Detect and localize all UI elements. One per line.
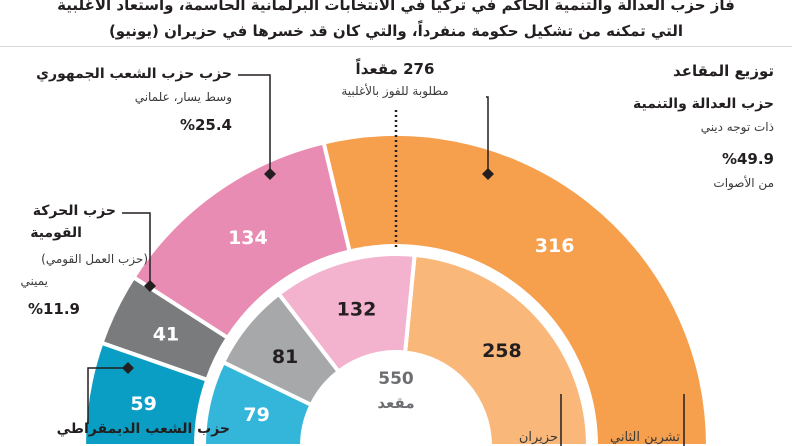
akp-vote-pct: %49.9 (721, 150, 774, 168)
headline-line-1: فاز حزب العدالة والتنمية الحاكم في تركيا… (57, 0, 735, 14)
headline: فاز حزب العدالة والتنمية الحاكم في تركيا… (0, 0, 792, 44)
total-seats-value: 550 (378, 369, 414, 389)
hdp-name: حزب الشعب الديمقراطي (56, 421, 230, 437)
june-segment-hdp (201, 359, 315, 446)
mhp-desc: (حزب العمل القومي) (41, 252, 148, 266)
chp-name: حزب حزب الشعب الجمهوري (36, 66, 232, 82)
november-label: تشرين الثاني (610, 430, 680, 445)
mhp-name-line2: القومية (30, 225, 82, 241)
akp-callout-line (486, 96, 489, 174)
headline-divider (0, 46, 792, 47)
chp-callout-marker (264, 168, 276, 180)
chp-desc: وسط يسار، علماني (134, 90, 232, 104)
june-segment-akp (402, 252, 591, 446)
november-seats-mhp: 41 (153, 324, 179, 346)
hdp-callout-marker (122, 362, 134, 374)
june-seats-akp: 258 (482, 340, 522, 362)
seat-distribution-title: توزيع المقاعد (673, 62, 774, 80)
june-seats-chp: 132 (337, 299, 377, 321)
june-label: حزيران (518, 430, 558, 445)
headline-line-2: التي تمكنه من تشكيل حكومة منفرداً، والتي… (108, 22, 684, 40)
majority-value: 276 مقعداً (355, 60, 435, 78)
november-segment-akp (321, 132, 711, 446)
akp-name: حزب العدالة والتنمية (633, 96, 774, 112)
total-seats-label: مقعد (377, 394, 414, 412)
mhp-vote-pct: %11.9 (27, 300, 80, 318)
mhp-callout-line (122, 212, 151, 286)
akp-vote-pct-note: من الأصوات (713, 176, 774, 190)
june-seats-mhp: 81 (272, 346, 298, 368)
chp-callout-line (238, 74, 271, 174)
akp-callout-marker (482, 168, 494, 180)
chp-vote-pct: %25.4 (179, 116, 232, 134)
hdp-callout-line (87, 367, 128, 424)
majority-note: مطلوبة للفوز بالأغلبية (341, 84, 449, 98)
november-seats-chp: 134 (228, 227, 268, 249)
inner-ring-june (201, 252, 591, 446)
mhp-name-line1: حزب الحركة (32, 203, 116, 219)
akp-desc: ذات توجه ديني (700, 120, 774, 134)
november-seats-akp: 316 (535, 235, 575, 257)
mhp-callout-marker (144, 280, 156, 292)
mhp-orientation: يميني (20, 274, 48, 288)
seat-labels: 316 134 41 59 258 132 81 79 (130, 227, 574, 426)
november-seats-hdp: 59 (130, 393, 156, 415)
june-seats-hdp: 79 (243, 404, 269, 426)
